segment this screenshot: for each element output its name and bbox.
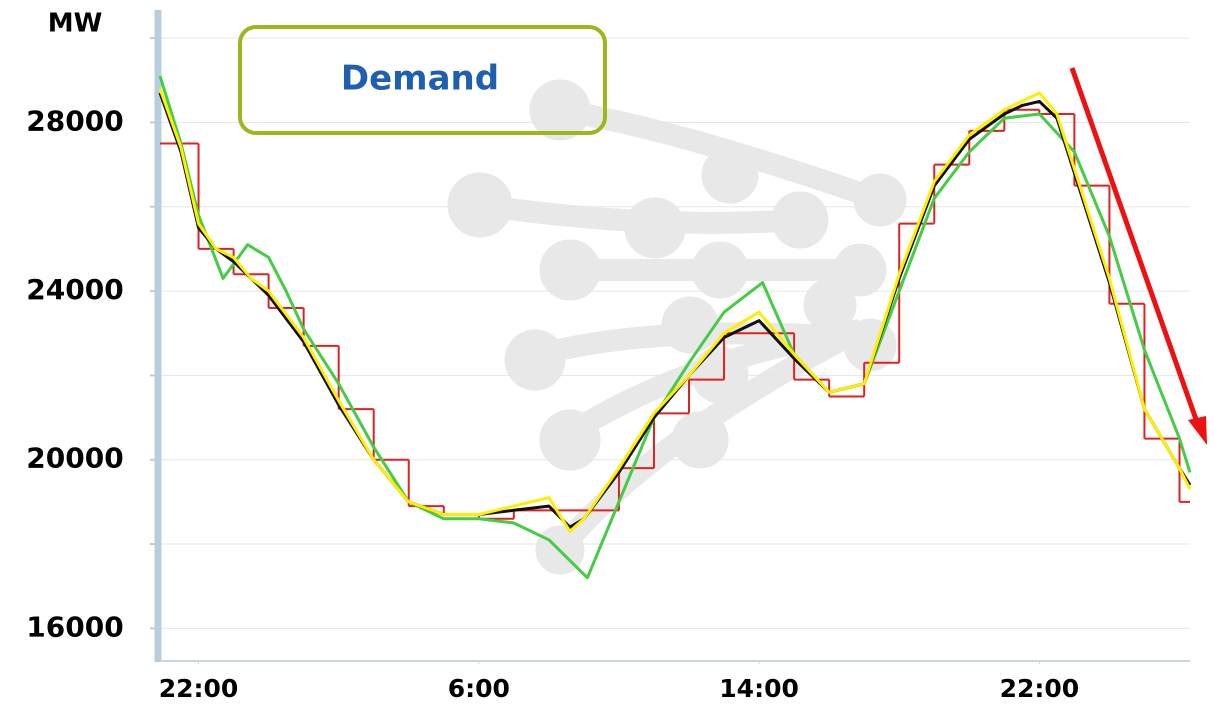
watermark bbox=[448, 80, 906, 574]
x-tick-label: 14:00 bbox=[719, 674, 799, 703]
x-tick-label: 22:00 bbox=[159, 674, 239, 703]
y-tick-label: 24000 bbox=[26, 273, 123, 306]
y-tick-label: 20000 bbox=[26, 442, 123, 475]
x-tick-label: 6:00 bbox=[448, 674, 510, 703]
y-tick-label: 28000 bbox=[26, 104, 123, 137]
x-tick-label: 22:00 bbox=[1000, 674, 1080, 703]
y-tick-label: 16000 bbox=[26, 610, 123, 643]
chart-title: Demand bbox=[341, 59, 499, 99]
y-axis-label: MW bbox=[48, 9, 103, 39]
chart: MW Demand 16000 20000 24000 28000 22:00 6:00 1… bbox=[0, 0, 1214, 706]
